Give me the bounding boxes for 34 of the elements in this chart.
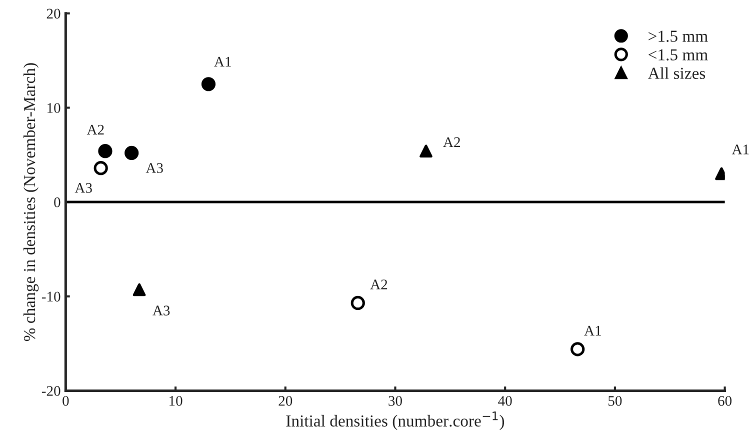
legend-label: >1.5 mm [648, 30, 708, 42]
x-tick-label: 50 [608, 396, 622, 406]
x-tick-label: 30 [388, 396, 402, 406]
x-tick-label: 10 [170, 396, 182, 406]
annotation: A3 [74, 183, 92, 193]
y-tick-label: 20 [46, 8, 60, 19]
y-axis-title: % change in densities (November-March) [23, 63, 39, 342]
x-tick-label: 0 [62, 396, 69, 406]
point [98, 144, 112, 158]
y-tick-label: 0 [54, 197, 60, 208]
point [124, 146, 139, 160]
point [132, 283, 146, 296]
annotation: A1 [214, 56, 231, 67]
annotation: A3 [152, 306, 170, 316]
point [201, 77, 216, 92]
y-tick-label: 10 [48, 103, 60, 113]
x-tick-label: 60 [718, 396, 732, 406]
x-tick-label: 20 [278, 396, 292, 406]
point [570, 342, 585, 356]
annotation: A2 [370, 280, 388, 290]
point [420, 144, 432, 158]
annotation: A1 [732, 144, 749, 154]
y-tick-label: -20 [42, 386, 60, 396]
point [94, 161, 108, 176]
annotation: A2 [443, 137, 460, 147]
legend-label: <1.5 mm [648, 49, 708, 60]
x-tick-label: 40 [498, 396, 512, 406]
annotation: A3 [146, 163, 163, 173]
annotation: A1 [584, 326, 601, 336]
x-axis-title: Initial densities (number.core$^{−1}$) [286, 412, 504, 430]
y-tick-label: -10 [42, 292, 60, 302]
point [350, 296, 365, 310]
legend-label: All sizes [648, 67, 706, 79]
annotation: A2 [86, 124, 104, 134]
